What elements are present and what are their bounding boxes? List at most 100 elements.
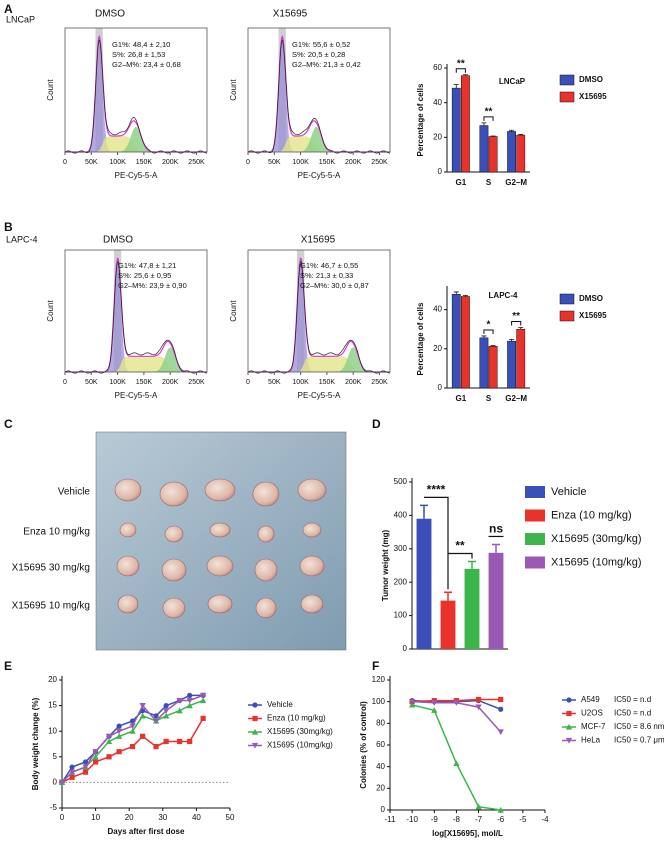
tumor: [164, 525, 184, 543]
marker: [409, 699, 416, 705]
marker: [106, 754, 112, 760]
y-tick-label: 10: [48, 726, 57, 735]
x-tick-label: 0: [63, 159, 67, 166]
legend-note: IC50 = n.d: [614, 695, 651, 704]
x-tick-label: G2–M: [505, 394, 527, 403]
legend-marker: [565, 737, 573, 744]
marker: [82, 764, 89, 771]
bar: [488, 346, 498, 389]
x-tick-label: G2–M: [505, 178, 527, 187]
x-tick-label: 100K: [109, 379, 126, 386]
x-tick-label: 50K: [268, 379, 281, 386]
tumor: [300, 594, 324, 614]
bar: [488, 136, 498, 173]
y-axis-label: Count: [46, 300, 55, 322]
y-tick-label: 100: [372, 697, 386, 706]
marker: [153, 713, 159, 719]
tumor: [161, 558, 187, 582]
x-tick-label: 50K: [268, 159, 281, 166]
legend-marker: [565, 723, 573, 730]
marker: [475, 704, 482, 711]
legend-swatch: [525, 486, 545, 498]
marker: [92, 749, 99, 755]
significance-label: **: [455, 539, 465, 553]
y-axis-label: Percentage of cells: [416, 83, 425, 156]
marker: [139, 703, 146, 709]
y-tick-label: 20: [433, 344, 442, 353]
legend-label: DMSO: [579, 75, 603, 84]
x-tick-label: 0: [246, 159, 250, 166]
significance-label: **: [457, 58, 465, 69]
x-tick-label: 50: [226, 813, 235, 822]
marker: [186, 702, 193, 709]
legend-swatch: [525, 533, 545, 545]
legend-swatch: [559, 74, 575, 86]
marker: [152, 718, 160, 725]
marker: [200, 697, 207, 704]
error-bar: [518, 327, 524, 330]
y-axis-label: Body weight change (%): [31, 697, 40, 790]
marker: [116, 723, 122, 729]
bar: [464, 568, 480, 649]
s-area: [65, 356, 207, 372]
marker: [176, 697, 183, 704]
y-axis-label: Count: [229, 79, 238, 101]
x-tick-label: -5: [519, 815, 527, 824]
marker: [105, 738, 113, 745]
marker: [82, 769, 89, 775]
error-bar: [420, 504, 428, 519]
tumor: [297, 478, 327, 502]
panel-label: F: [372, 659, 379, 673]
marker: [82, 759, 89, 765]
stats-text: S%: 25,6 ± 0,95: [118, 271, 171, 280]
marker: [69, 774, 75, 780]
bar: [488, 552, 504, 649]
legend-swatch: [525, 509, 545, 522]
marker: [176, 707, 183, 714]
g1-area: [248, 38, 390, 152]
legend-label: Vehicle: [267, 700, 293, 709]
x-tick-label: -11: [385, 815, 397, 824]
x-tick-label: 30: [158, 813, 167, 822]
marker: [129, 723, 136, 730]
x-tick-label: 250K: [371, 379, 388, 386]
significance-line: [448, 552, 473, 559]
g2-area: [65, 126, 207, 152]
error-bar: [518, 133, 524, 136]
marker: [69, 764, 75, 770]
bar: [460, 296, 470, 389]
error-bar: [509, 338, 515, 342]
legend-note: IC50 = 0.7 μmol/L: [614, 736, 664, 745]
row-label: X15695 30 mg/kg: [12, 563, 90, 574]
y-tick-label: 0: [438, 167, 443, 176]
x-tick-label: 200K: [345, 379, 362, 386]
legend-label: HeLa: [581, 736, 601, 745]
cell-line-label: LNCaP: [6, 14, 35, 24]
tumor: [299, 555, 325, 577]
photo-background: [95, 431, 347, 651]
bar: [479, 337, 489, 389]
stats-text: S%: 26,8 ± 1,53: [112, 50, 165, 59]
legend-label: Enza (10 mg/kg): [267, 714, 326, 723]
y-tick-label: 400: [394, 511, 408, 520]
x-tick-label: 200K: [345, 159, 362, 166]
significance-label: *: [487, 320, 491, 331]
error-bar: [492, 543, 500, 553]
error-bar: [481, 122, 487, 126]
y-tick-label: 20: [48, 675, 57, 684]
tumor: [119, 522, 137, 538]
g1-area: [65, 38, 207, 152]
y-axis-label: Colonies (% of control): [359, 701, 368, 789]
marker: [68, 769, 76, 776]
cell-line-label: LAPC-4: [6, 234, 38, 244]
legend-swatch: [559, 293, 575, 305]
x-tick-label: 100K: [292, 159, 309, 166]
x-axis-label: PE-Cy5-5-A: [115, 171, 158, 180]
error-bar: [462, 74, 468, 76]
significance-label: ns: [489, 522, 503, 536]
x-tick-label: S: [486, 394, 492, 403]
legend-swatch: [559, 91, 575, 103]
stats-text: G1%: 47,8 ± 1,21: [118, 261, 176, 270]
tumor: [117, 594, 139, 614]
